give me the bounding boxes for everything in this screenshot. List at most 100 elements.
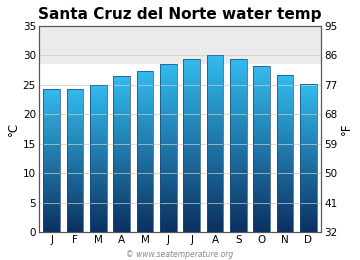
Bar <box>253 168 270 169</box>
Bar <box>253 69 270 70</box>
Bar <box>90 144 107 145</box>
Bar <box>43 102 60 103</box>
Bar <box>276 124 293 125</box>
Bar <box>43 95 60 96</box>
Bar <box>136 93 153 94</box>
Bar <box>300 128 317 129</box>
Bar <box>253 160 270 161</box>
Bar <box>253 163 270 164</box>
Bar <box>113 193 130 194</box>
Bar <box>113 223 130 224</box>
Bar <box>300 114 317 115</box>
Bar <box>113 87 130 88</box>
Bar <box>160 132 177 133</box>
Bar <box>253 104 270 105</box>
Bar <box>67 102 84 103</box>
Bar <box>160 114 177 115</box>
Bar <box>276 209 293 210</box>
Bar <box>276 175 293 176</box>
Bar <box>300 161 317 162</box>
Bar <box>160 99 177 100</box>
Bar <box>253 166 270 167</box>
Bar <box>113 180 130 181</box>
Bar <box>113 96 130 97</box>
Bar <box>253 98 270 99</box>
Bar <box>300 135 317 136</box>
Bar <box>90 229 107 230</box>
Bar <box>253 87 270 88</box>
Bar <box>300 155 317 156</box>
Bar <box>90 205 107 206</box>
Bar <box>300 97 317 98</box>
Bar <box>90 145 107 146</box>
Bar <box>43 227 60 228</box>
Bar <box>230 98 247 99</box>
Bar <box>160 70 177 71</box>
Bar <box>207 150 224 151</box>
Bar <box>160 202 177 203</box>
Bar <box>136 104 153 105</box>
Bar <box>230 209 247 210</box>
Bar <box>136 116 153 117</box>
Bar <box>276 202 293 203</box>
Bar <box>113 194 130 195</box>
Bar <box>90 106 107 107</box>
Bar <box>253 86 270 87</box>
Bar <box>43 93 60 94</box>
Bar <box>207 100 224 101</box>
Bar <box>67 111 84 112</box>
Bar <box>276 119 293 120</box>
Bar <box>300 127 317 128</box>
Bar <box>300 227 317 228</box>
Bar <box>230 231 247 232</box>
Bar <box>300 179 317 180</box>
Bar <box>90 213 107 214</box>
Bar <box>253 100 270 101</box>
Bar <box>113 98 130 99</box>
Bar <box>253 95 270 96</box>
Bar <box>67 149 84 150</box>
Bar <box>90 111 107 112</box>
Bar <box>207 86 224 87</box>
Bar <box>43 162 60 163</box>
Bar <box>207 60 224 61</box>
Bar <box>43 142 60 143</box>
Bar <box>160 133 177 134</box>
Bar <box>253 90 270 91</box>
Bar <box>276 131 293 132</box>
Bar <box>43 193 60 194</box>
Bar <box>160 89 177 90</box>
Bar <box>113 84 130 85</box>
Bar <box>43 141 60 142</box>
Bar <box>183 63 200 64</box>
Bar <box>300 107 317 108</box>
Bar <box>300 226 317 227</box>
Bar <box>276 96 293 97</box>
Bar <box>67 219 84 220</box>
Bar <box>113 81 130 82</box>
Bar <box>183 226 200 227</box>
Bar <box>43 126 60 127</box>
Bar <box>300 157 317 158</box>
Bar <box>90 174 107 175</box>
Bar <box>160 118 177 119</box>
Bar <box>183 149 200 150</box>
Bar <box>67 165 84 166</box>
Bar <box>90 196 107 197</box>
Bar <box>90 186 107 187</box>
Bar <box>300 172 317 173</box>
Bar <box>160 209 177 210</box>
Bar <box>300 84 317 85</box>
Bar <box>136 209 153 210</box>
Bar <box>43 116 60 117</box>
Bar <box>276 121 293 122</box>
Bar <box>230 111 247 112</box>
Bar <box>230 157 247 158</box>
Bar <box>67 218 84 219</box>
Bar <box>43 155 60 156</box>
Bar <box>230 59 247 232</box>
Bar <box>136 211 153 212</box>
Bar <box>136 76 153 77</box>
Bar <box>43 91 60 92</box>
Bar <box>67 177 84 178</box>
